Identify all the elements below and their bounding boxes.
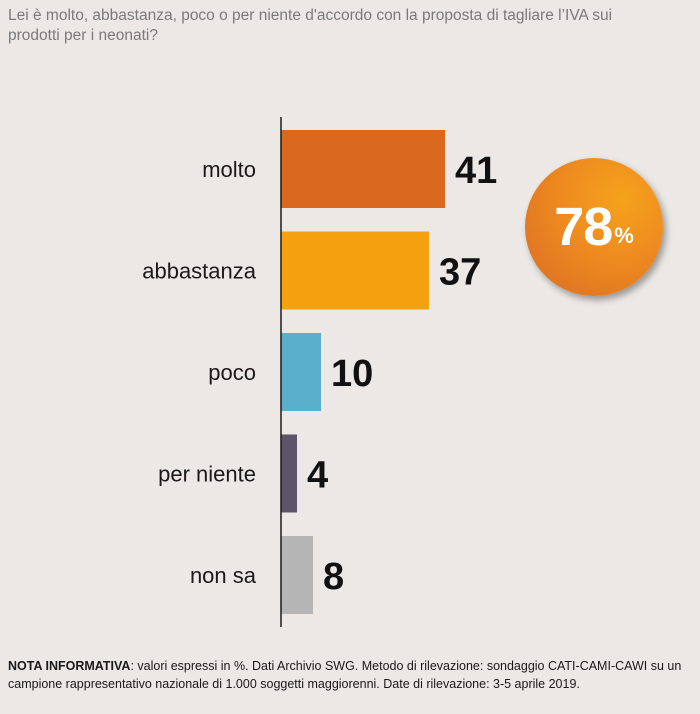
- value-label-poco: 10: [331, 353, 373, 395]
- bar-molto: [281, 130, 445, 208]
- category-label-per-niente: per niente: [158, 462, 256, 487]
- category-label-molto: molto: [202, 157, 256, 182]
- note-text: : valori espressi in %. Dati Archivio SW…: [8, 659, 682, 691]
- note-label: NOTA INFORMATIVA: [8, 659, 131, 673]
- value-labels-group: 41 37 10 4 8: [307, 150, 497, 598]
- total-agreement-badge: 78 %: [525, 158, 663, 296]
- bar-poco: [281, 333, 321, 411]
- value-label-non-sa: 8: [323, 556, 344, 598]
- category-label-abbastanza: abbastanza: [142, 259, 257, 284]
- bar-chart: molto abbastanza poco per niente non sa 41 37…: [142, 117, 497, 627]
- bars-group: [281, 130, 445, 614]
- category-label-poco: poco: [208, 360, 256, 385]
- value-label-per-niente: 4: [307, 455, 328, 497]
- badge-unit: %: [614, 223, 634, 248]
- info-note: NOTA INFORMATIVA: valori espressi in %. …: [8, 657, 688, 693]
- bar-non-sa: [281, 536, 313, 614]
- survey-question: Lei è molto, abbastanza, poco o per nien…: [8, 7, 613, 44]
- value-label-abbastanza: 37: [439, 252, 481, 294]
- badge-value: 78: [554, 197, 613, 257]
- category-label-non-sa: non sa: [190, 563, 257, 588]
- value-label-molto: 41: [455, 150, 497, 192]
- bar-per-niente: [281, 434, 297, 513]
- category-labels-group: molto abbastanza poco per niente non sa: [142, 157, 257, 588]
- bar-abbastanza: [281, 231, 429, 310]
